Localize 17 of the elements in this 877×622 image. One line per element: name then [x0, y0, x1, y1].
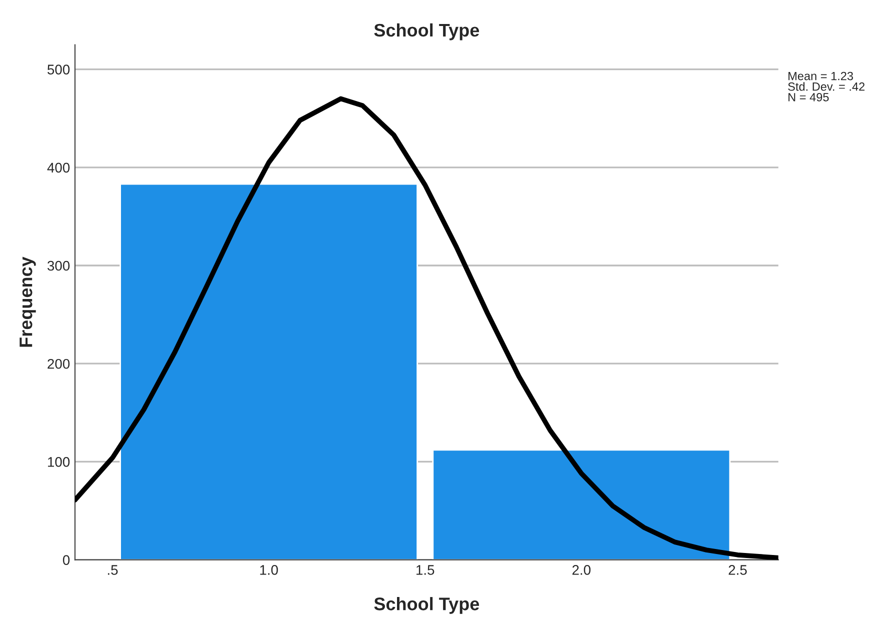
y-tick-label: 500 [48, 64, 70, 74]
y-tick-label: 100 [48, 457, 70, 467]
x-tick-label: 2.5 [728, 565, 747, 575]
x-axis-title: School Type [374, 597, 480, 614]
chart-title: School Type [374, 23, 480, 40]
y-axis-title: Frequency [20, 256, 36, 347]
text: N = 495 [788, 92, 829, 102]
x-tick-label: .5 [108, 565, 118, 575]
y-tick-label: 0 [62, 555, 70, 565]
text: Std. Dev. = .42 [788, 82, 864, 91]
x-tick-label: 1.0 [260, 565, 278, 575]
x-tick-label: 2.0 [572, 565, 591, 575]
x-tick-label: 1.5 [416, 565, 434, 575]
y-tick-label: 300 [47, 260, 70, 271]
text: Mean = 1.23 [788, 72, 853, 80]
y-tick-label: 400 [47, 162, 70, 173]
y-tick-label: 200 [48, 358, 70, 369]
